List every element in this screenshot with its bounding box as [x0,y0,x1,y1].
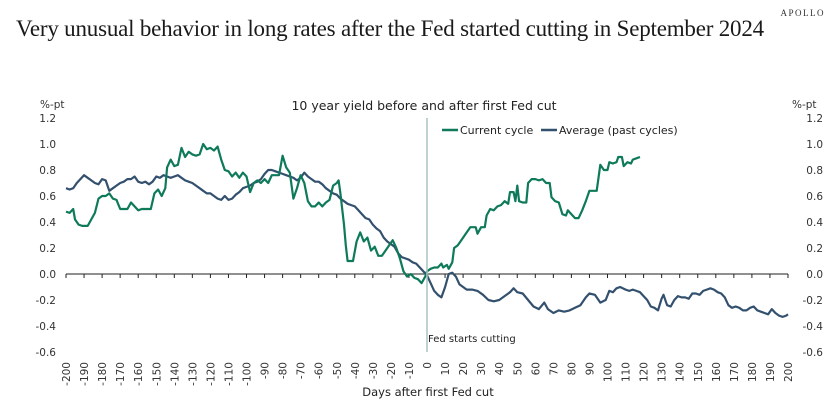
x-tick-label: 190 [765,362,777,382]
x-tick-label: -100 [242,362,254,386]
x-tick-label: -140 [169,362,181,386]
y-axis-right: 1.2 1.0 0.8 0.6 0.4 0.2 0.0 -0.2 -0.4 -0.6 [803,113,824,359]
legend: Current cycle Average (past cycles) [442,124,678,137]
x-tick-label: 120 [639,362,651,382]
x-tick-label: -10 [404,362,416,379]
x-tick-label: -70 [296,362,308,379]
y-axis-left: 1.2 1.0 0.8 0.6 0.4 0.2 0.0 -0.2 -0.4 -0.6 [36,113,57,359]
legend-label: Current cycle [460,124,533,137]
x-tick-label: -130 [187,362,199,386]
x-tick-label: -170 [115,362,127,386]
x-tick-label: -90 [260,362,272,379]
x-tick-label: -80 [278,362,290,379]
series-average-past-cycles [65,168,789,318]
y-tick-label-right: -0.2 [803,295,824,307]
x-tick-label: -60 [314,362,326,379]
series-layer [65,142,789,318]
x-tick-label: 50 [512,362,524,375]
x-tick-label: 90 [584,362,596,375]
x-tick-label: -110 [223,362,235,386]
x-axis-title: Days after first Fed cut [362,385,494,399]
y-tick-label-right: 0.4 [806,217,823,229]
x-tick-label: 200 [783,362,795,382]
x-tick-label: -200 [61,362,73,386]
x-tick-label: 40 [494,362,506,375]
y-tick-label-left: 0.0 [39,269,56,281]
x-tick-label: -30 [368,362,380,379]
fed-cut-annotation: Fed starts cutting [428,334,516,345]
y-tick-label-right: 0.0 [806,269,823,281]
y-tick-label-right: 1.2 [806,113,823,125]
x-tick-label: 150 [693,362,705,382]
y-tick-label-right: 0.6 [806,191,823,203]
y-tick-label-left: 1.0 [39,139,56,151]
x-tick-label: 130 [657,362,669,382]
x-tick-label: -180 [97,362,109,386]
x-tick-label: 80 [566,362,578,375]
x-tick-label: 160 [711,362,723,382]
y-tick-label-left: 0.8 [39,165,56,177]
series-current-cycle [65,142,641,285]
y-tick-label-left: 0.2 [39,243,56,255]
y-tick-label-left: 0.6 [39,191,56,203]
y-axis-label-right: %-pt [792,99,817,111]
y-tick-label-right: -0.6 [803,347,824,359]
annotations: Fed starts cutting [426,118,516,352]
x-tick-label: 100 [603,362,615,382]
x-tick-label: -50 [332,362,344,379]
y-tick-label-right: -0.4 [803,321,824,333]
x-tick-label: -20 [386,362,398,379]
x-tick-label: 140 [675,362,687,382]
x-tick-label: 0 [422,362,434,369]
legend-label: Average (past cycles) [559,124,678,137]
y-tick-label-left: 0.4 [39,217,56,229]
x-tick-label: -120 [205,362,217,386]
y-tick-label-right: 0.2 [806,243,823,255]
y-tick-label-right: 0.8 [806,165,823,177]
y-tick-label-left: -0.6 [36,347,57,359]
x-tick-label: 170 [729,362,741,382]
x-axis: -200 -190 -180 -170 -160 -150 -140 -130 -120 -110… [61,273,795,386]
x-tick-label: 60 [530,362,542,375]
brand-logo: APOLLO [780,8,825,18]
x-tick-label: -190 [79,362,91,386]
y-tick-label-left: 1.2 [39,113,56,125]
x-tick-label: 10 [440,362,452,375]
x-tick-label: 70 [548,362,560,375]
x-tick-label: -40 [350,362,362,379]
x-tick-label: 110 [621,362,633,382]
y-tick-label-right: 1.0 [806,139,823,151]
page-title: Very unusual behavior in long rates afte… [16,16,764,41]
y-tick-label-left: -0.2 [36,295,57,307]
x-tick-label: 180 [747,362,759,382]
x-tick-label: 30 [476,362,488,375]
x-tick-label: 20 [458,362,470,375]
x-tick-label: -150 [151,362,163,386]
y-tick-label-left: -0.4 [36,321,57,333]
x-tick-label: -160 [133,362,145,386]
y-axis-label-left: %-pt [40,99,65,111]
chart-title: 10 year yield before and after first Fed… [291,98,556,113]
